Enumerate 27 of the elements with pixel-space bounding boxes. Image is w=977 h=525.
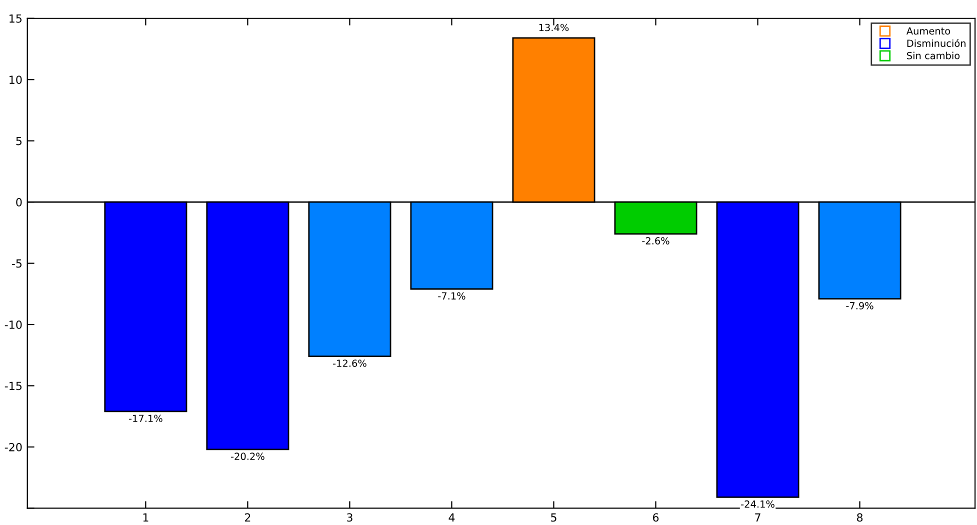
x-tick-label: 4	[448, 513, 455, 522]
y-tick-label: 15	[10, 14, 22, 23]
x-tick-label: 8	[856, 513, 863, 522]
x-tick-label: 2	[244, 513, 250, 522]
y-tick-label: -10	[4, 320, 22, 329]
y-tick-label: -20	[4, 442, 22, 452]
y-tick-label: 0	[16, 198, 22, 206]
legend-label: Aumento	[906, 27, 950, 35]
y-tick-label: 10	[10, 76, 22, 84]
data-label: -24.1%	[741, 500, 774, 508]
x-tick-label: 6	[652, 513, 659, 522]
legend-label: Disminución	[907, 39, 966, 47]
legend-label: Sin cambio	[907, 52, 960, 60]
y-tick-label: 5	[16, 136, 22, 146]
y-tick-label: -15	[4, 382, 22, 390]
data-label: -20.2%	[230, 452, 264, 460]
x-tick-label: 3	[347, 513, 352, 522]
x-tick-label: 1	[143, 513, 148, 522]
y-tick-label: -5	[12, 259, 22, 268]
data-label: -7.1%	[438, 292, 466, 300]
data-label: -7.9%	[846, 302, 874, 310]
x-tick-label: 7	[755, 513, 760, 522]
x-tick-label: 5	[551, 513, 556, 522]
data-label: 13.4%	[539, 24, 569, 32]
data-label: -12.6%	[332, 360, 366, 367]
data-label: -17.1%	[128, 414, 162, 422]
data-label: -2.6%	[642, 237, 670, 244]
